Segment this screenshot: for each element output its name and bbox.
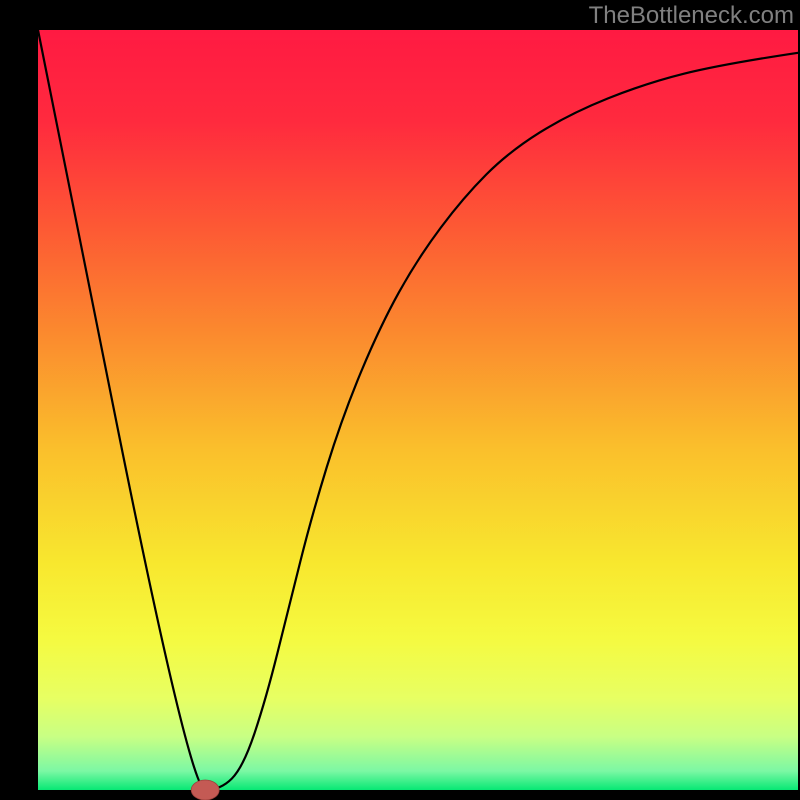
chart-container: TheBottleneck.com [0,0,800,800]
optimal-point-marker [191,780,219,800]
watermark-text: TheBottleneck.com [589,2,794,30]
bottleneck-curve-chart [0,0,800,800]
plot-background [38,30,798,790]
